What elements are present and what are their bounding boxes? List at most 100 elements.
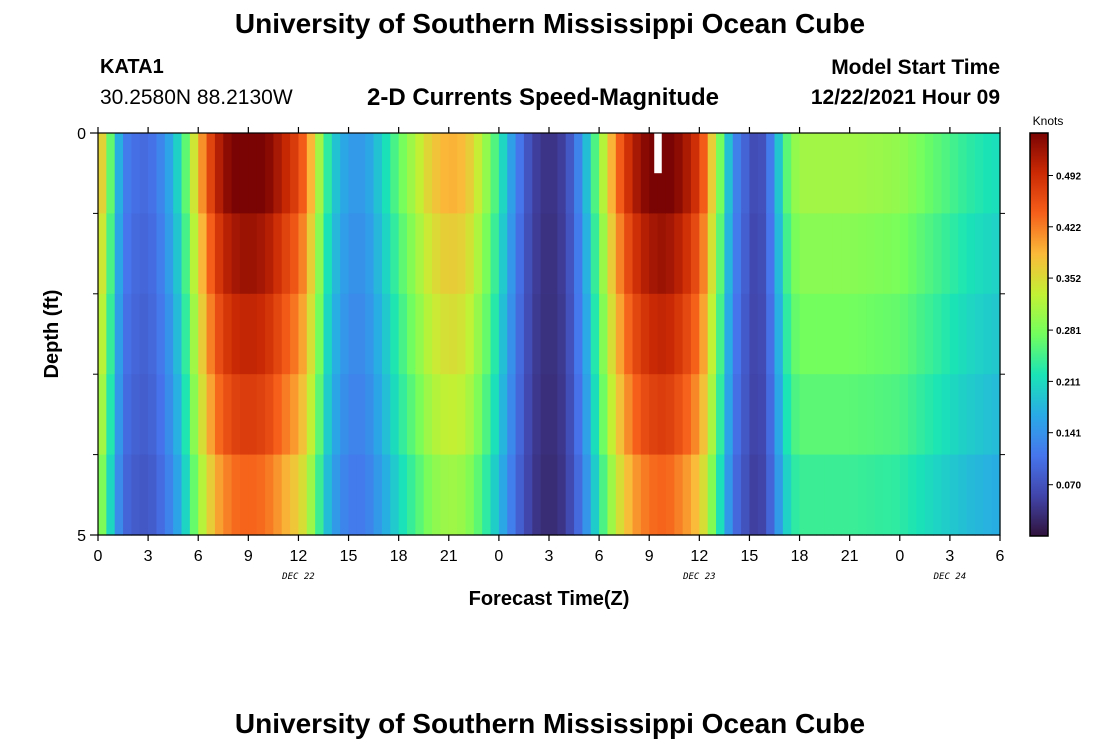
heatmap-cell: [665, 133, 675, 214]
heatmap-cell: [114, 213, 124, 295]
heatmap-cell: [198, 374, 208, 456]
heatmap-cell: [457, 293, 467, 375]
heatmap-cell: [490, 293, 500, 375]
heatmap-cell: [223, 293, 233, 375]
heatmap-cell: [716, 374, 725, 456]
colorbar-unit: Knots: [1033, 114, 1064, 128]
heatmap-cell: [239, 374, 249, 456]
heatmap-cell: [407, 374, 416, 456]
heatmap-cell: [858, 374, 867, 456]
heatmap-cell: [599, 213, 609, 295]
heatmap-cell: [858, 133, 867, 214]
heatmap-cell: [281, 293, 291, 375]
colorbar-tick-label: 0.141: [1056, 429, 1081, 440]
heatmap-cell: [189, 293, 199, 375]
heatmap-cell: [924, 293, 934, 375]
heatmap-cell: [707, 133, 717, 214]
heatmap-cell: [365, 293, 375, 375]
heatmap-cell: [114, 454, 124, 536]
heatmap-cell: [448, 213, 458, 295]
heatmap-cell: [482, 133, 492, 214]
heatmap-cell: [490, 213, 500, 295]
heatmap-cell: [949, 374, 959, 456]
heatmap-cell: [958, 133, 968, 214]
heatmap-cell: [365, 454, 375, 536]
heatmap-cell: [966, 293, 976, 375]
heatmap-cell: [348, 374, 358, 456]
heatmap-cell: [340, 133, 350, 214]
heatmap-cell: [732, 213, 742, 295]
heatmap-cell: [707, 454, 717, 536]
heatmap-cell: [799, 293, 809, 375]
x-tick-label: 6: [996, 548, 1005, 565]
heatmap-cell: [665, 213, 675, 295]
heatmap-cell: [590, 213, 600, 295]
heatmap-cell: [749, 133, 759, 214]
heatmap-cell: [549, 213, 558, 295]
heatmap-cell: [891, 293, 901, 375]
heatmap-cell: [356, 133, 366, 214]
heatmap-cell: [657, 213, 667, 295]
heatmap-cell: [782, 133, 792, 214]
heatmap-cell: [482, 293, 492, 375]
heatmap-cell: [832, 133, 842, 214]
heatmap-cell: [657, 454, 667, 536]
heatmap-cell: [574, 293, 584, 375]
heatmap-cell: [457, 454, 467, 536]
heatmap-cell: [557, 213, 567, 295]
heatmap-cell: [791, 133, 801, 214]
heatmap-cell: [214, 454, 224, 536]
heatmap-cell: [590, 293, 600, 375]
heatmap-cell: [273, 454, 283, 536]
heatmap-cell: [941, 293, 951, 375]
heatmap-cell: [782, 293, 792, 375]
heatmap-cell: [640, 213, 650, 295]
x-tick-label: 15: [340, 548, 358, 565]
heatmap-cell: [791, 213, 801, 295]
heatmap-cell: [749, 374, 759, 456]
heatmap-cell: [139, 293, 149, 375]
heatmap-cell: [507, 293, 517, 375]
heatmap-cell: [507, 133, 517, 214]
heatmap-cell: [615, 133, 625, 214]
heatmap-cell: [649, 293, 659, 375]
heatmap-cell: [766, 213, 776, 295]
heatmap-cell: [432, 213, 442, 295]
x-tick-label: 0: [94, 548, 103, 565]
heatmap-cell: [340, 454, 350, 536]
heatmap-cell: [858, 293, 867, 375]
heatmap-cell: [933, 454, 943, 536]
heatmap-cell: [265, 293, 274, 375]
x-axis-title: Forecast Time(Z): [469, 588, 630, 610]
heatmap-cell: [131, 293, 141, 375]
heatmap-cell: [649, 454, 659, 536]
heatmap-cell: [390, 374, 400, 456]
heatmap-cell: [181, 293, 191, 375]
heatmap-cell: [356, 374, 366, 456]
colorbar-tick-label: 0.281: [1056, 326, 1081, 337]
heatmap-cell: [265, 133, 274, 214]
heatmap-cell: [933, 133, 943, 214]
heatmap-cell: [582, 213, 592, 295]
heatmap-cell: [674, 213, 684, 295]
heatmap-cell: [298, 133, 308, 214]
heatmap-cell: [423, 454, 433, 536]
heatmap-cell: [315, 133, 325, 214]
heatmap-cell: [974, 293, 984, 375]
heatmap-cell: [348, 454, 358, 536]
heatmap-cell: [615, 454, 625, 536]
heatmap-cell: [682, 133, 692, 214]
heatmap-cell: [908, 133, 918, 214]
heatmap-cell: [557, 133, 567, 214]
heatmap-cell: [423, 374, 433, 456]
x-tick-label: 21: [841, 548, 859, 565]
heatmap-cell: [482, 213, 492, 295]
heatmap-cell: [757, 293, 767, 375]
heatmap-cell: [148, 133, 158, 214]
heatmap-cell: [757, 454, 767, 536]
heatmap-cell: [657, 374, 667, 456]
heatmap-cell: [774, 133, 784, 214]
heatmap-cell: [373, 293, 383, 375]
heatmap-cell: [791, 454, 801, 536]
heatmap-cell: [974, 133, 984, 214]
